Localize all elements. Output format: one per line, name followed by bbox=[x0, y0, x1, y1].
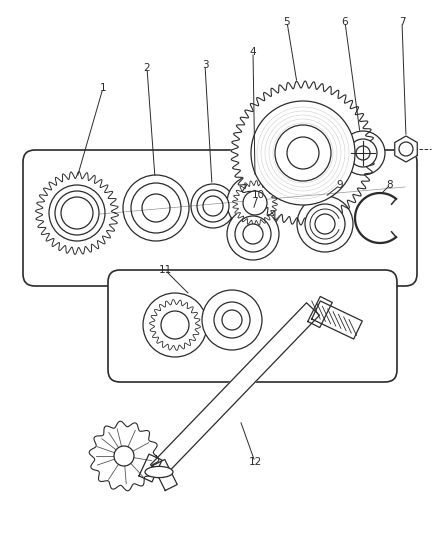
Ellipse shape bbox=[355, 146, 369, 160]
Ellipse shape bbox=[243, 224, 262, 244]
Text: 9: 9 bbox=[336, 180, 343, 190]
Ellipse shape bbox=[202, 196, 223, 216]
Polygon shape bbox=[89, 421, 159, 491]
Ellipse shape bbox=[55, 191, 99, 235]
Polygon shape bbox=[149, 300, 200, 350]
Text: 5: 5 bbox=[283, 17, 290, 27]
Ellipse shape bbox=[141, 194, 170, 222]
Ellipse shape bbox=[226, 208, 279, 260]
Ellipse shape bbox=[314, 214, 334, 234]
Ellipse shape bbox=[251, 101, 354, 205]
Polygon shape bbox=[150, 303, 319, 477]
Ellipse shape bbox=[131, 183, 180, 233]
Ellipse shape bbox=[222, 310, 241, 330]
Ellipse shape bbox=[398, 142, 412, 156]
Ellipse shape bbox=[145, 466, 173, 478]
Text: 11: 11 bbox=[158, 265, 171, 275]
Text: 4: 4 bbox=[249, 47, 256, 57]
Text: 2: 2 bbox=[143, 63, 150, 73]
Polygon shape bbox=[307, 296, 332, 327]
Polygon shape bbox=[394, 136, 416, 162]
Ellipse shape bbox=[286, 137, 318, 169]
Ellipse shape bbox=[234, 216, 270, 252]
Text: 12: 12 bbox=[248, 457, 261, 467]
Ellipse shape bbox=[161, 311, 189, 339]
Ellipse shape bbox=[226, 175, 283, 231]
Ellipse shape bbox=[197, 190, 229, 222]
Text: 10: 10 bbox=[251, 190, 264, 200]
Polygon shape bbox=[35, 172, 118, 254]
Ellipse shape bbox=[123, 175, 189, 241]
Ellipse shape bbox=[114, 446, 134, 466]
FancyBboxPatch shape bbox=[108, 270, 396, 382]
Text: 1: 1 bbox=[99, 83, 106, 93]
Polygon shape bbox=[232, 181, 277, 225]
Polygon shape bbox=[311, 301, 361, 339]
FancyBboxPatch shape bbox=[23, 150, 416, 286]
Text: 8: 8 bbox=[386, 180, 392, 190]
Polygon shape bbox=[230, 81, 374, 225]
Text: 3: 3 bbox=[201, 60, 208, 70]
Text: 7: 7 bbox=[398, 17, 404, 27]
Ellipse shape bbox=[213, 302, 249, 338]
Ellipse shape bbox=[143, 293, 207, 357]
Ellipse shape bbox=[201, 290, 261, 350]
Polygon shape bbox=[139, 454, 162, 482]
Ellipse shape bbox=[297, 196, 352, 252]
Ellipse shape bbox=[61, 197, 93, 229]
Text: 6: 6 bbox=[341, 17, 347, 27]
Ellipse shape bbox=[49, 185, 105, 241]
Ellipse shape bbox=[348, 139, 376, 167]
Ellipse shape bbox=[304, 204, 344, 244]
Ellipse shape bbox=[274, 125, 330, 181]
Polygon shape bbox=[152, 459, 177, 490]
Ellipse shape bbox=[340, 131, 384, 175]
Ellipse shape bbox=[191, 184, 234, 228]
Ellipse shape bbox=[243, 191, 266, 215]
